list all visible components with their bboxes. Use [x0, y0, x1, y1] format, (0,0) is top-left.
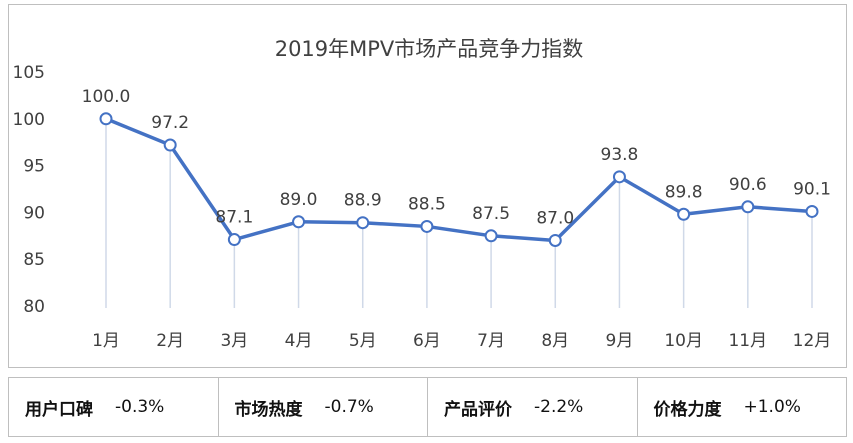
- data-labels: 100.0 97.2 87.1 89.0 88.9 88.5 87.5 87.0 93.8 89.…: [82, 87, 831, 229]
- chart-frame: 2019年MPV市场产品竞争力指数 80 85 90 95 100 105 100.0 97…: [8, 4, 847, 368]
- y-tick-label: 85: [23, 250, 45, 270]
- y-tick-label: 105: [13, 63, 45, 83]
- x-tick-label: 4月: [285, 331, 313, 351]
- y-axis: 80 85 90 95 100 105: [13, 63, 45, 317]
- x-tick-label: 5月: [349, 331, 377, 351]
- metric-name: 价格力度: [653, 399, 722, 420]
- data-point: [163, 138, 177, 152]
- x-tick-label: 2月: [156, 331, 184, 351]
- line-chart: 2019年MPV市场产品竞争力指数 80 85 90 95 100 105 100.0 97…: [13, 37, 832, 351]
- metric-product-evaluation: 产品评价 -2.2%: [427, 378, 637, 436]
- data-label: 87.5: [472, 204, 510, 224]
- metric-value: +1.0%: [743, 397, 801, 417]
- metric-market-heat: 市场热度 -0.7%: [217, 378, 428, 436]
- data-point: [677, 207, 691, 221]
- data-point: [484, 229, 498, 243]
- data-label: 89.0: [280, 190, 318, 210]
- data-label: 100.0: [82, 87, 131, 107]
- x-axis: 1月 2月 3月 4月 5月 6月 7月 8月 9月 10月 11月 12月: [92, 331, 831, 351]
- data-markers: [99, 112, 819, 247]
- metric-value: -2.2%: [534, 397, 584, 417]
- metric-name: 市场热度: [234, 399, 303, 420]
- data-label: 93.8: [601, 145, 639, 165]
- metric-user-reputation: 用户口碑 -0.3%: [9, 378, 218, 436]
- data-point: [548, 233, 562, 247]
- x-tick-label: 6月: [413, 331, 441, 351]
- y-tick-label: 90: [23, 203, 45, 223]
- series-polyline: [105, 117, 813, 243]
- data-label: 88.5: [408, 194, 446, 214]
- x-tick-label: 9月: [606, 331, 634, 351]
- x-tick-label: 11月: [728, 331, 767, 351]
- metric-name: 产品评价: [444, 399, 512, 420]
- y-tick-label: 95: [23, 157, 45, 177]
- metric-value: -0.3%: [115, 397, 165, 417]
- x-tick-label: 7月: [477, 331, 505, 351]
- data-point: [420, 219, 434, 233]
- data-point: [227, 233, 241, 247]
- data-label: 88.9: [344, 191, 382, 211]
- data-point: [99, 112, 113, 126]
- data-label: 87.0: [536, 208, 574, 228]
- data-point: [356, 216, 370, 230]
- x-tick-label: 12月: [793, 331, 832, 351]
- metric-value: -0.7%: [324, 397, 374, 417]
- chart-title: 2019年MPV市场产品竞争力指数: [275, 37, 584, 61]
- x-tick-label: 10月: [664, 331, 703, 351]
- data-label: 97.2: [151, 113, 189, 133]
- data-point: [612, 170, 626, 184]
- metrics-bar: 用户口碑 -0.3% 市场热度 -0.7% 产品评价 -2.2% 价格力度 +1…: [8, 377, 847, 437]
- data-label: 90.1: [793, 179, 831, 199]
- data-label: 87.1: [215, 208, 253, 228]
- metric-price-strength: 价格力度 +1.0%: [636, 378, 847, 436]
- data-point: [741, 200, 755, 214]
- y-tick-label: 80: [23, 297, 45, 317]
- drop-lines: [105, 118, 813, 308]
- data-label: 89.8: [665, 182, 703, 202]
- x-tick-label: 1月: [92, 331, 120, 351]
- metric-name: 用户口碑: [25, 399, 93, 420]
- data-label: 90.6: [729, 175, 767, 195]
- y-tick-label: 100: [13, 110, 45, 130]
- x-tick-label: 3月: [220, 331, 248, 351]
- data-point: [805, 204, 819, 218]
- data-point: [292, 215, 306, 229]
- x-tick-label: 8月: [541, 331, 569, 351]
- series-line: [105, 117, 813, 243]
